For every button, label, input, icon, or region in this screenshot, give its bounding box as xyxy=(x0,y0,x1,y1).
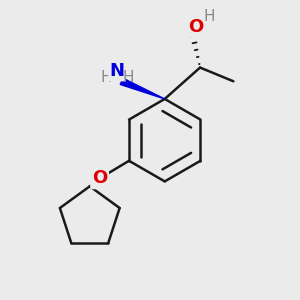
Text: H: H xyxy=(203,9,214,24)
Text: O: O xyxy=(188,18,204,36)
Text: H: H xyxy=(123,70,134,85)
Text: H: H xyxy=(100,70,112,85)
Text: N: N xyxy=(109,62,124,80)
Text: O: O xyxy=(92,169,107,188)
Polygon shape xyxy=(120,78,165,99)
